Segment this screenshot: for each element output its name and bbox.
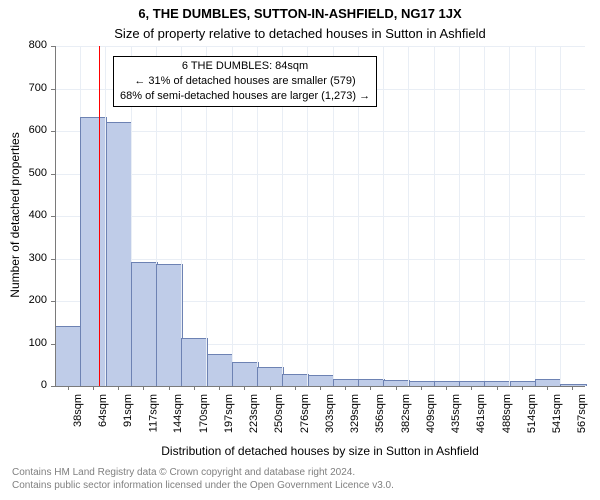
- bar: [282, 374, 309, 386]
- x-grid-line: [408, 46, 409, 386]
- x-tick-label: 382sqm: [400, 394, 412, 433]
- y-axis-line: [55, 46, 56, 386]
- y-grid-line: [55, 46, 585, 47]
- bar: [80, 117, 107, 386]
- x-tick-label: 170sqm: [198, 394, 210, 433]
- footer-line1: Contains HM Land Registry data © Crown c…: [12, 466, 394, 479]
- bar: [207, 354, 234, 386]
- x-tick-label: 250sqm: [274, 394, 286, 433]
- y-grid-line: [55, 131, 585, 132]
- bar: [156, 264, 183, 386]
- x-tick-label: 303sqm: [324, 394, 336, 433]
- bar: [333, 379, 360, 386]
- x-tick-label: 356sqm: [374, 394, 386, 433]
- chart-plot-area: 010020030040050060070080038sqm64sqm91sqm…: [55, 46, 585, 386]
- x-tick-label: 461sqm: [475, 394, 487, 433]
- bar: [131, 262, 158, 386]
- x-tick-label: 276sqm: [299, 394, 311, 433]
- property-marker-line: [99, 46, 100, 386]
- chart-title-line2: Size of property relative to detached ho…: [0, 26, 600, 41]
- bar: [257, 367, 284, 386]
- bar: [55, 326, 82, 387]
- bar: [308, 375, 335, 386]
- x-tick-label: 38sqm: [72, 394, 84, 427]
- x-tick-label: 197sqm: [223, 394, 235, 433]
- x-tick-label: 64sqm: [97, 394, 109, 427]
- x-axis-label: Distribution of detached houses by size …: [55, 444, 585, 458]
- footer-attribution: Contains HM Land Registry data © Crown c…: [12, 466, 394, 492]
- y-grid-line: [55, 259, 585, 260]
- x-grid-line: [484, 46, 485, 386]
- annotation-line2: ← 31% of detached houses are smaller (57…: [120, 74, 370, 89]
- x-grid-line: [434, 46, 435, 386]
- x-tick-label: 223sqm: [248, 394, 260, 433]
- annotation-line3: 68% of semi-detached houses are larger (…: [120, 89, 370, 104]
- x-tick-label: 144sqm: [173, 394, 185, 433]
- x-grid-line: [459, 46, 460, 386]
- x-tick-label: 117sqm: [147, 394, 159, 432]
- x-tick-label: 488sqm: [501, 394, 513, 433]
- x-grid-line: [383, 46, 384, 386]
- x-tick-label: 567sqm: [576, 394, 588, 433]
- bar: [106, 122, 133, 387]
- bar: [358, 379, 385, 386]
- y-grid-line: [55, 216, 585, 217]
- y-axis-label: Number of detached properties: [8, 45, 22, 385]
- x-grid-line: [535, 46, 536, 386]
- bar: [232, 362, 259, 386]
- x-tick-label: 409sqm: [425, 394, 437, 433]
- y-grid-line: [55, 174, 585, 175]
- bar: [181, 338, 208, 386]
- annotation-line1: 6 THE DUMBLES: 84sqm: [120, 59, 370, 74]
- x-grid-line: [509, 46, 510, 386]
- annotation-box: 6 THE DUMBLES: 84sqm← 31% of detached ho…: [113, 56, 377, 107]
- x-tick-label: 514sqm: [526, 394, 538, 433]
- x-tick-label: 91sqm: [122, 394, 134, 427]
- chart-title-line1: 6, THE DUMBLES, SUTTON-IN-ASHFIELD, NG17…: [0, 6, 600, 21]
- footer-line2: Contains public sector information licen…: [12, 479, 394, 492]
- x-tick-label: 435sqm: [450, 394, 462, 433]
- x-grid-line: [560, 46, 561, 386]
- x-tick-label: 329sqm: [349, 394, 361, 433]
- x-axis-line: [55, 386, 585, 387]
- x-tick-label: 541sqm: [551, 394, 563, 433]
